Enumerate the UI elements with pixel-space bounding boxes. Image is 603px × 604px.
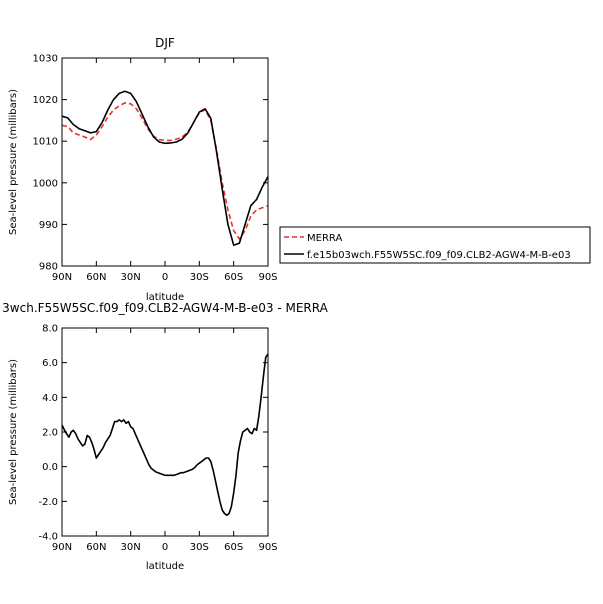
bottom-x-axis-label: latitude — [146, 561, 184, 572]
top-y-axis-label: Sea-level pressure (millibars) — [8, 89, 19, 235]
bottom-y-tick-label: 4.0 — [42, 393, 58, 404]
bottom-x-tick-label: 0 — [162, 542, 168, 553]
bottom-y-tick-label: -2.0 — [38, 497, 58, 508]
top-x-tick-label: 60S — [224, 272, 243, 283]
top-y-tick-label: 1030 — [33, 54, 58, 65]
top-y-tick-label: 1010 — [33, 137, 58, 148]
bottom-x-tick-label: 30S — [190, 542, 209, 553]
top-x-tick-label: 90S — [258, 272, 277, 283]
legend-box — [279, 226, 591, 264]
top-chart-panel: DJF 980 990 1000 1010 1020 1030 90N 60N 30N 0 30S… — [8, 36, 278, 303]
bottom-y-tick-label: 8.0 — [42, 324, 58, 335]
bottom-y-tick-label: 0.0 — [42, 462, 58, 473]
top-y-axis: 980 990 1000 1010 1020 1030 — [33, 54, 268, 273]
legend-label-merra: MERRA — [307, 233, 342, 244]
top-y-tick-label: 990 — [39, 220, 58, 231]
bottom-series-line-0 — [61, 353, 269, 517]
top-x-tick-label: 30N — [121, 272, 141, 283]
top-x-axis-label: latitude — [146, 292, 184, 303]
top-y-tick-label: 980 — [39, 262, 58, 273]
top-y-tick-label: 1000 — [33, 178, 58, 189]
bottom-chart-title: 3wch.F55W5SC.f09_f09.CLB2-AGW4-M-B-e03 -… — [2, 301, 328, 315]
bottom-chart-panel: 3wch.F55W5SC.f09_f09.CLB2-AGW4-M-B-e03 -… — [2, 301, 328, 572]
top-chart-title: DJF — [155, 36, 175, 50]
bottom-y-tick-label: 2.0 — [42, 428, 58, 439]
bottom-y-tick-label: -4.0 — [38, 532, 58, 543]
legend: MERRA f.e15b03wch.F55W5SC.f09_f09.CLB2-A… — [279, 226, 591, 264]
top-series-line-1 — [61, 90, 269, 246]
bottom-x-tick-label: 60N — [86, 542, 106, 553]
top-chart-marks — [61, 90, 269, 246]
bottom-y-tick-label: 6.0 — [42, 358, 58, 369]
bottom-chart-marks — [61, 353, 269, 517]
top-x-tick-label: 0 — [162, 272, 168, 283]
top-y-tick-label: 1020 — [33, 95, 58, 106]
bottom-plot-frame — [61, 327, 269, 537]
top-series-line-0 — [61, 102, 269, 240]
bottom-x-tick-label: 90S — [258, 542, 277, 553]
top-x-axis: 90N 60N 30N 0 30S 60S 90S — [52, 58, 278, 283]
top-x-tick-label: 60N — [86, 272, 106, 283]
top-x-tick-label: 90N — [52, 272, 72, 283]
bottom-x-tick-label: 30N — [121, 542, 141, 553]
top-x-tick-label: 30S — [190, 272, 209, 283]
top-plot-frame — [61, 57, 269, 267]
bottom-x-tick-label: 90N — [52, 542, 72, 553]
legend-label-model: f.e15b03wch.F55W5SC.f09_f09.CLB2-AGW4-M-… — [307, 250, 571, 261]
bottom-x-axis: 90N 60N 30N 0 30S 60S 90S — [52, 328, 278, 553]
bottom-x-tick-label: 60S — [224, 542, 243, 553]
bottom-y-axis-label: Sea-level pressure (millibars) — [8, 359, 19, 505]
bottom-y-axis: -4.0 -2.0 0.0 2.0 4.0 6.0 8.0 — [38, 324, 268, 543]
